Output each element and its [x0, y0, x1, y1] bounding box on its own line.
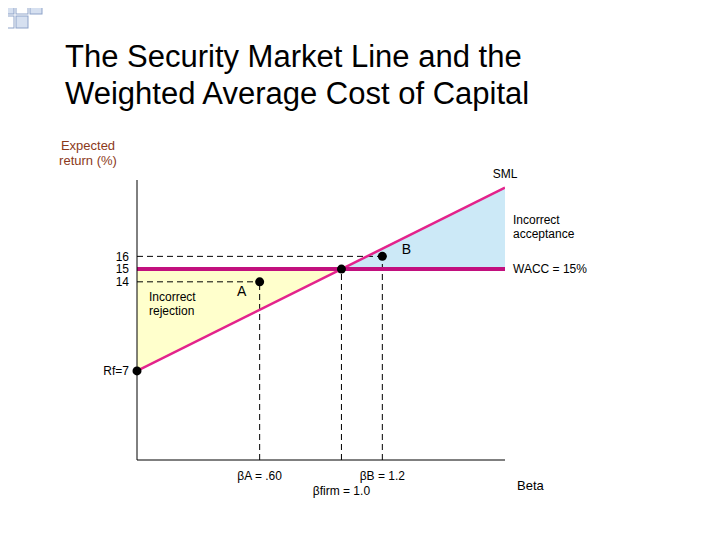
svg-text:16: 16	[116, 250, 130, 264]
svg-text:βB = 1.2: βB = 1.2	[360, 469, 406, 483]
svg-text:A: A	[237, 283, 247, 299]
svg-text:SML: SML	[493, 167, 518, 181]
html-text:The Security Market Line and t: The Security Market Line and the Weighte…	[65, 39, 530, 111]
svg-text:βfirm = 1.0: βfirm = 1.0	[313, 484, 371, 498]
svg-text:Beta: Beta	[517, 478, 545, 493]
svg-text:15: 15	[116, 262, 130, 276]
svg-text:WACC = 15%: WACC = 15%	[513, 262, 587, 276]
svg-text:Incorrectrejection: Incorrectrejection	[149, 290, 196, 318]
html-text:Expected return (%): Expected return (%)	[59, 138, 117, 168]
svg-text:B: B	[402, 241, 411, 257]
svg-text:Rf=7: Rf=7	[103, 364, 129, 378]
svg-text:βA = .60: βA = .60	[237, 469, 282, 483]
svg-text:14: 14	[116, 275, 130, 289]
svg-text:Incorrectacceptance: Incorrectacceptance	[513, 213, 575, 241]
